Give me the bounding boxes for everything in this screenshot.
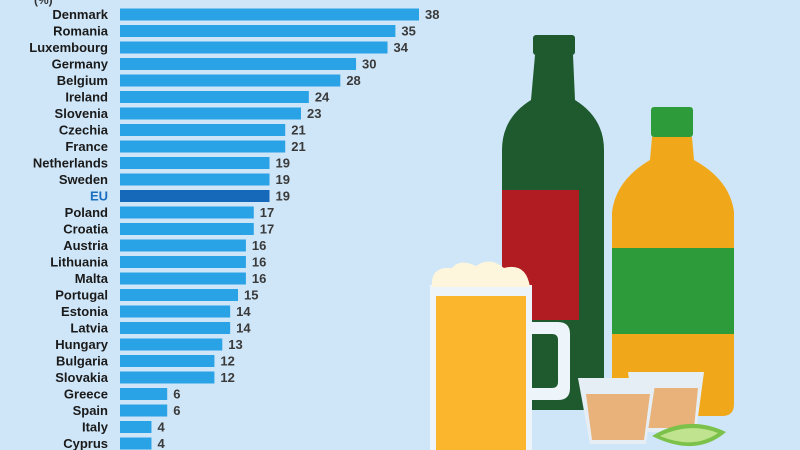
value-label: 4	[157, 420, 165, 435]
bar-netherlands	[120, 157, 270, 169]
category-label: Estonia	[61, 304, 109, 319]
category-label: Spain	[73, 403, 108, 418]
category-label: Germany	[52, 57, 109, 72]
category-label: EU	[90, 189, 108, 204]
value-label: 6	[173, 403, 180, 418]
value-label: 17	[260, 222, 274, 237]
bar-italy	[120, 421, 152, 433]
category-label: Luxembourg	[29, 40, 108, 55]
category-label: Latvia	[70, 321, 108, 336]
value-label: 19	[276, 189, 290, 204]
bar-lithuania	[120, 256, 246, 268]
value-label: 14	[236, 304, 251, 319]
bar-eu	[120, 190, 270, 202]
value-label: 15	[244, 288, 258, 303]
value-label: 19	[276, 156, 290, 171]
bar-bulgaria	[120, 355, 215, 367]
bar-greece	[120, 388, 168, 400]
unit-note: (%)	[34, 0, 53, 7]
value-label: 21	[291, 139, 305, 154]
bar-sweden	[120, 173, 270, 186]
value-label: 6	[173, 387, 180, 402]
value-label: 16	[252, 255, 266, 270]
category-label: Slovakia	[55, 370, 109, 385]
category-label: Austria	[63, 238, 109, 253]
value-label: 38	[425, 7, 439, 22]
bar-romania	[120, 25, 396, 37]
category-label: Lithuania	[50, 255, 109, 270]
category-label: Ireland	[65, 90, 108, 105]
value-label: 16	[252, 271, 266, 286]
category-label: Czechia	[59, 123, 109, 138]
value-label: 14	[236, 321, 251, 336]
category-label: Portugal	[55, 288, 108, 303]
category-label: Greece	[64, 387, 108, 402]
bar-malta	[120, 272, 246, 285]
value-label: 12	[220, 370, 234, 385]
beer-mug-icon	[430, 261, 570, 450]
bar-slovenia	[120, 107, 301, 120]
value-label: 28	[346, 73, 360, 88]
category-label: Belgium	[57, 73, 108, 88]
category-label: Poland	[65, 205, 108, 220]
value-label: 35	[401, 24, 415, 39]
category-label: Bulgaria	[56, 354, 109, 369]
bar-austria	[120, 239, 246, 252]
bar-slovakia	[120, 371, 215, 384]
value-label: 30	[362, 57, 376, 72]
category-label: Italy	[82, 420, 109, 435]
spirit-bottle-icon	[612, 107, 734, 416]
shot-glass-icon	[578, 378, 656, 444]
bar-germany	[120, 58, 357, 70]
category-label: Sweden	[59, 172, 108, 187]
value-label: 13	[228, 337, 242, 352]
lime-slice-icon	[652, 423, 726, 447]
drinks-illustration	[430, 35, 734, 450]
value-label: 21	[291, 123, 305, 138]
category-label: Malta	[75, 271, 109, 286]
bar-france	[120, 140, 286, 153]
category-label: Cyprus	[63, 436, 108, 450]
category-label: Hungary	[55, 337, 109, 352]
bar-poland	[120, 206, 254, 219]
bar-portugal	[120, 289, 239, 301]
category-label: Croatia	[63, 222, 109, 237]
bar-estonia	[120, 305, 231, 318]
value-label: 19	[276, 172, 290, 187]
bar-luxembourg	[120, 41, 388, 54]
bar-latvia	[120, 322, 231, 334]
value-label: 4	[157, 436, 165, 450]
bar-spain	[120, 404, 168, 417]
bar-croatia	[120, 223, 254, 235]
bar-hungary	[120, 338, 223, 351]
bar-ireland	[120, 91, 309, 103]
bar-belgium	[120, 74, 341, 87]
category-label: Netherlands	[33, 156, 108, 171]
bar-czechia	[120, 124, 286, 136]
bar-chart: Denmark 38 Romania 35 Luxembourg 34 Germany 30 B…	[29, 7, 439, 450]
value-label: 17	[260, 205, 274, 220]
value-label: 16	[252, 238, 266, 253]
category-label: Denmark	[52, 7, 108, 22]
spirit-label-icon	[612, 248, 734, 334]
value-label: 24	[315, 90, 330, 105]
bar-cyprus	[120, 437, 152, 450]
bar-denmark	[120, 8, 419, 21]
value-label: 23	[307, 106, 321, 121]
value-label: 34	[394, 40, 409, 55]
category-label: Romania	[53, 24, 109, 39]
value-label: 12	[220, 354, 234, 369]
category-label: Slovenia	[55, 106, 109, 121]
category-label: France	[65, 139, 108, 154]
